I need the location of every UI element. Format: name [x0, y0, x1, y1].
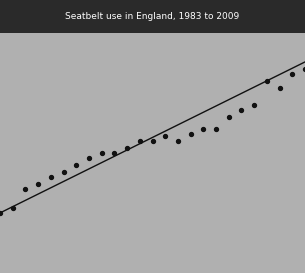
Point [264, 79, 269, 83]
Point [87, 156, 92, 160]
Point [201, 127, 206, 131]
Point [61, 170, 66, 174]
Point [239, 108, 244, 112]
Point [112, 151, 117, 155]
Text: Seatbelt use in England, 1983 to 2009: Seatbelt use in England, 1983 to 2009 [65, 12, 240, 21]
Point [23, 187, 28, 191]
Point [290, 72, 295, 76]
Point [188, 132, 193, 136]
Point [303, 67, 305, 71]
Point [36, 182, 41, 186]
Point [214, 127, 218, 131]
Point [277, 86, 282, 90]
Point [74, 163, 79, 167]
Point [252, 103, 257, 107]
Point [99, 151, 104, 155]
Point [163, 134, 168, 138]
Point [226, 115, 231, 119]
Point [125, 146, 130, 150]
Point [137, 139, 142, 143]
Point [10, 206, 15, 210]
Point [150, 139, 155, 143]
Point [0, 211, 2, 215]
Point [48, 175, 53, 179]
Point [175, 139, 180, 143]
